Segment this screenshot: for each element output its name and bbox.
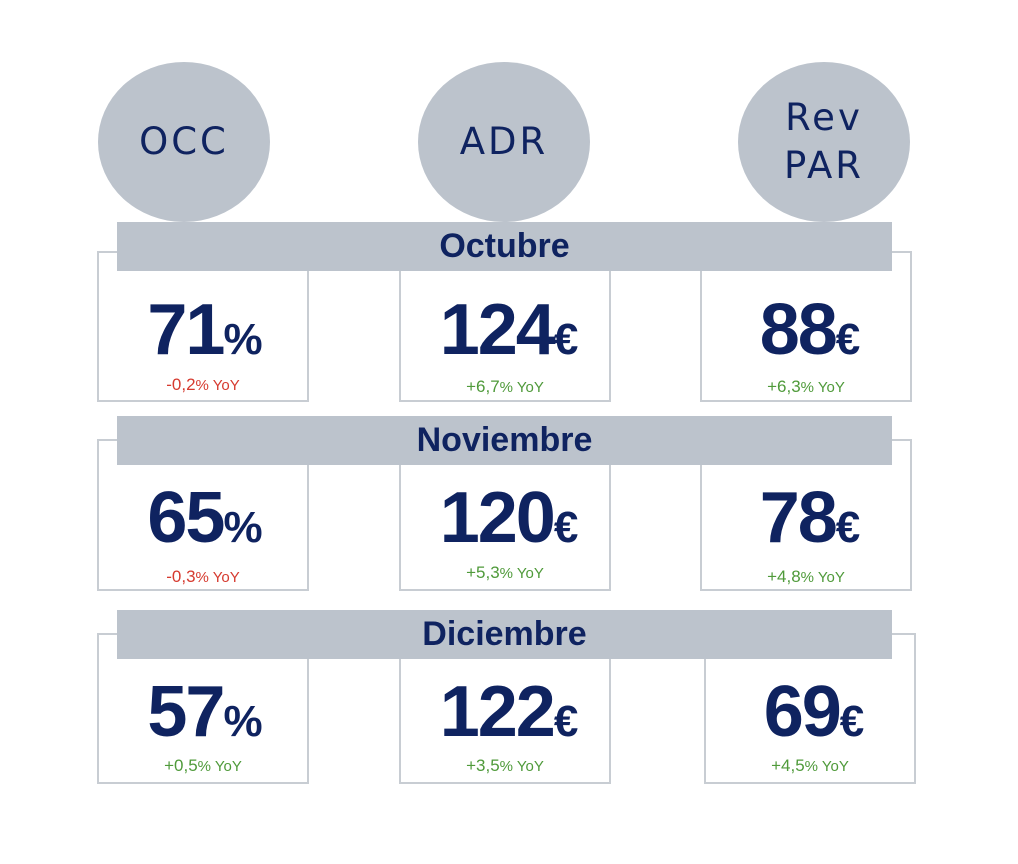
occ-header-circle: OCC xyxy=(98,62,270,222)
month-banner-diciembre: Diciembre xyxy=(117,610,892,659)
revpar-header-label-line2: PAR xyxy=(784,144,864,187)
revpar-yoy-diciembre: +4,5% YoY xyxy=(771,756,849,775)
revpar-value-noviembre: 78€ xyxy=(759,478,861,558)
adr-header-circle: ADR xyxy=(418,62,590,222)
month-banner-octubre: Octubre xyxy=(117,222,892,271)
adr-card-octubre: 124€ +6,7% YoY xyxy=(399,251,611,402)
adr-value-octubre: 124€ xyxy=(439,290,579,370)
revpar-value-octubre: 88€ xyxy=(759,290,861,370)
revpar-yoy-noviembre: +4,8% YoY xyxy=(767,567,845,586)
revpar-value-diciembre: 69€ xyxy=(763,672,865,752)
month-banner-noviembre: Noviembre xyxy=(117,416,892,465)
occ-value-noviembre: 65% xyxy=(147,478,263,558)
occ-card-octubre: 71% -0,2% YoY xyxy=(97,251,309,402)
revpar-card-octubre: 88€ +6,3% YoY xyxy=(700,251,912,402)
adr-yoy-octubre: +6,7% YoY xyxy=(466,377,544,396)
adr-value-diciembre: 122€ xyxy=(439,672,579,752)
adr-value-noviembre: 120€ xyxy=(439,478,579,558)
revpar-yoy-octubre: +6,3% YoY xyxy=(767,377,845,396)
revpar-header-circle: Rev PAR xyxy=(738,62,910,222)
occ-value-diciembre: 57% xyxy=(147,672,263,752)
occ-yoy-noviembre: -0,3% YoY xyxy=(166,567,240,586)
adr-header-label: ADR xyxy=(459,120,549,163)
adr-yoy-diciembre: +3,5% YoY xyxy=(466,756,544,775)
occ-yoy-octubre: -0,2% YoY xyxy=(166,375,240,394)
revpar-header-label-line1: Rev xyxy=(785,96,863,139)
month-label-octubre: Octubre xyxy=(439,227,570,265)
occ-yoy-diciembre: +0,5% YoY xyxy=(164,756,242,775)
month-label-noviembre: Noviembre xyxy=(416,421,593,459)
adr-yoy-noviembre: +5,3% YoY xyxy=(466,563,544,582)
occ-value-octubre: 71% xyxy=(147,290,263,370)
month-label-diciembre: Diciembre xyxy=(422,615,587,653)
occ-header-label: OCC xyxy=(139,120,229,163)
